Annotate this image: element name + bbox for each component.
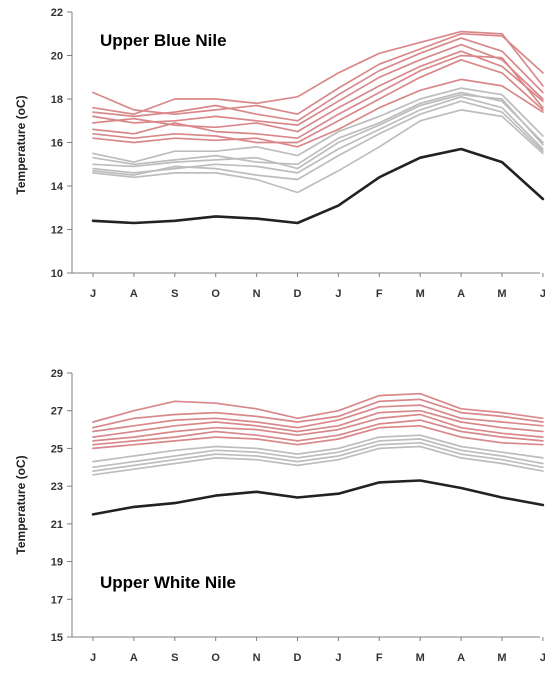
series-line-mid [92,95,544,174]
series-line-mid [92,434,544,463]
series-line-mid [92,445,544,476]
series-line-mid [92,100,544,181]
y-tick-label: 15 [51,632,63,644]
x-tick-label: J [335,288,341,300]
y-axis-label: Temperature (oC) [14,95,28,194]
y-tick-label: 27 [51,406,63,418]
y-tick-group: 15 17 19 21 23 25 27 29 [51,368,72,644]
x-tick-label: O [211,288,220,300]
chart-title: Upper White Nile [100,573,236,592]
y-tick-label: 20 [51,51,63,63]
x-tick-label: A [130,652,138,664]
x-tick-label: A [457,652,465,664]
x-tick-label: M [416,652,425,664]
y-tick-label: 18 [51,94,63,106]
y-tick-label: 29 [51,368,63,380]
series-line-warm [92,43,544,126]
y-tick-label: 10 [51,268,63,280]
x-tick-label: J [90,288,96,300]
series-line-warm [92,30,544,116]
series-group [91,392,545,516]
x-tick-label: N [253,288,261,300]
x-tick-label: O [211,652,220,664]
x-tick-label: J [335,652,341,664]
x-tick-label: M [497,652,506,664]
series-line-warm [92,50,544,133]
series-line-warm [92,54,544,140]
series-line-warm [92,404,544,433]
series-line-mid [92,441,544,472]
series-line-warm [92,398,544,429]
x-tick-label: M [416,288,425,300]
x-tick-label: A [457,288,465,300]
x-tick-label: F [376,652,383,664]
x-tick-label: J [90,652,96,664]
chart-panel-upper-white-nile: 15 17 19 21 23 25 27 29 J A S O N D J F M A M J Temperatur… [14,368,545,664]
y-tick-label: 25 [51,443,63,455]
y-tick-label: 23 [51,481,63,493]
y-tick-label: 14 [51,181,64,193]
y-tick-label: 16 [51,138,63,150]
x-tick-label: A [130,288,138,300]
series-line-warm [92,58,544,144]
series-line-warm [92,409,544,438]
series-line-mid [92,109,544,194]
series-line-mid [92,87,544,163]
chart-title: Upper Blue Nile [100,31,227,50]
y-tick-label: 12 [51,225,63,237]
series-line-warm [92,392,544,423]
x-tick-label: S [171,288,178,300]
series-group [91,30,545,225]
chart-panel-upper-blue-nile: 10 12 14 16 18 20 22 J A S O N D J F M A M J Temperature … [14,7,545,300]
x-tick-label: J [540,652,545,664]
series-line-warm [92,78,544,148]
x-tick-label: M [497,288,506,300]
series-line-base [91,147,545,225]
x-tick-label: N [253,652,261,664]
x-tick-label: J [540,288,545,300]
series-line-mid [92,91,544,166]
y-axis-label: Temperature (oC) [14,455,28,554]
series-line-base [91,479,545,516]
y-tick-label: 21 [51,519,63,531]
x-tick-label: S [171,652,178,664]
series-line-mid [92,93,544,170]
x-tick-label: D [294,652,302,664]
series-line-warm [92,419,544,446]
series-line-warm [92,424,544,450]
x-tick-label: F [376,288,383,300]
y-tick-label: 19 [51,557,63,569]
series-line-warm [92,37,544,122]
series-line-mid [92,438,544,469]
series-line-warm [92,413,544,442]
y-tick-label: 17 [51,594,63,606]
x-tick-label: D [294,288,302,300]
y-tick-label: 22 [51,7,63,19]
y-tick-group: 10 12 14 16 18 20 22 [51,7,72,280]
